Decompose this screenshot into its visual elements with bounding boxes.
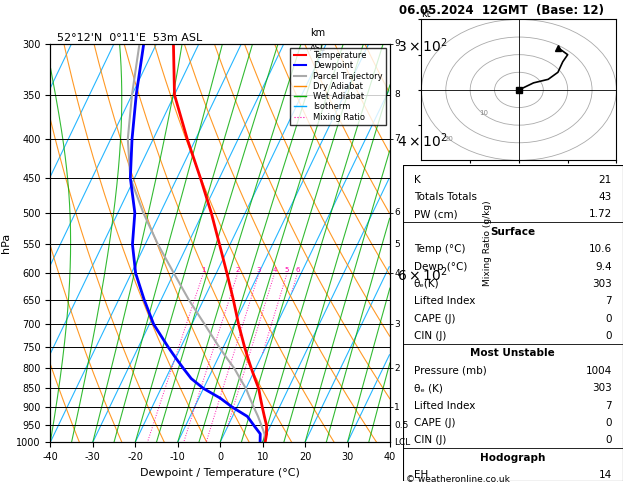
Text: ASL: ASL	[310, 44, 326, 53]
Text: 303: 303	[592, 383, 611, 393]
Text: 14: 14	[598, 470, 611, 480]
Text: 2: 2	[394, 364, 400, 373]
Text: 0: 0	[605, 314, 611, 324]
Text: 52°12'N  0°11'E  53m ASL: 52°12'N 0°11'E 53m ASL	[50, 33, 203, 43]
Text: 43: 43	[598, 192, 611, 202]
Text: 0.5: 0.5	[394, 421, 408, 430]
Text: Most Unstable: Most Unstable	[470, 348, 555, 359]
Text: CAPE (J): CAPE (J)	[414, 418, 455, 428]
Text: 4: 4	[394, 269, 400, 278]
Text: Hodograph: Hodograph	[480, 453, 545, 463]
Text: km: km	[310, 28, 325, 38]
Y-axis label: Mixing Ratio (g/kg): Mixing Ratio (g/kg)	[483, 200, 492, 286]
Text: Lifted Index: Lifted Index	[414, 296, 475, 306]
Text: Pressure (mb): Pressure (mb)	[414, 366, 486, 376]
Text: 7: 7	[605, 400, 611, 411]
Text: CAPE (J): CAPE (J)	[414, 314, 455, 324]
Text: kt: kt	[421, 9, 431, 19]
Text: 9.4: 9.4	[595, 261, 611, 272]
Text: 5: 5	[285, 267, 289, 273]
Text: Temp (°C): Temp (°C)	[414, 244, 465, 254]
Text: 1.72: 1.72	[589, 209, 611, 220]
Text: 9: 9	[394, 39, 400, 48]
Y-axis label: hPa: hPa	[1, 233, 11, 253]
X-axis label: Dewpoint / Temperature (°C): Dewpoint / Temperature (°C)	[140, 468, 300, 478]
Text: θₑ(K): θₑ(K)	[414, 279, 439, 289]
Text: θₑ (K): θₑ (K)	[414, 383, 442, 393]
Text: Lifted Index: Lifted Index	[414, 400, 475, 411]
Text: 7: 7	[394, 135, 400, 143]
Text: K: K	[414, 175, 420, 185]
Text: 6: 6	[394, 208, 400, 217]
Text: 10.6: 10.6	[589, 244, 611, 254]
Text: 6: 6	[295, 267, 300, 273]
Text: © weatheronline.co.uk: © weatheronline.co.uk	[406, 474, 509, 484]
Text: 4: 4	[272, 267, 277, 273]
Text: 303: 303	[592, 279, 611, 289]
Text: 7: 7	[605, 296, 611, 306]
Text: PW (cm): PW (cm)	[414, 209, 457, 220]
Text: 3: 3	[394, 320, 400, 329]
Text: 20: 20	[444, 136, 453, 141]
Text: CIN (J): CIN (J)	[414, 435, 446, 445]
Text: 3: 3	[257, 267, 261, 273]
Text: 1004: 1004	[586, 366, 611, 376]
Legend: Temperature, Dewpoint, Parcel Trajectory, Dry Adiabat, Wet Adiabat, Isotherm, Mi: Temperature, Dewpoint, Parcel Trajectory…	[291, 48, 386, 125]
Text: 21: 21	[598, 175, 611, 185]
Text: 2: 2	[235, 267, 240, 273]
Text: EH: EH	[414, 470, 428, 480]
Text: CIN (J): CIN (J)	[414, 331, 446, 341]
Text: 1: 1	[394, 403, 400, 412]
Text: LCL: LCL	[394, 438, 410, 447]
Text: 0: 0	[605, 435, 611, 445]
Text: 0: 0	[605, 331, 611, 341]
Text: 5: 5	[394, 240, 400, 249]
Text: 8: 8	[394, 90, 400, 99]
Text: 10: 10	[479, 110, 488, 116]
Text: 1: 1	[201, 267, 206, 273]
Text: Totals Totals: Totals Totals	[414, 192, 477, 202]
Text: 0: 0	[605, 418, 611, 428]
Text: 06.05.2024  12GMT  (Base: 12): 06.05.2024 12GMT (Base: 12)	[399, 4, 604, 17]
Text: Surface: Surface	[490, 227, 535, 237]
Text: Dewp (°C): Dewp (°C)	[414, 261, 467, 272]
